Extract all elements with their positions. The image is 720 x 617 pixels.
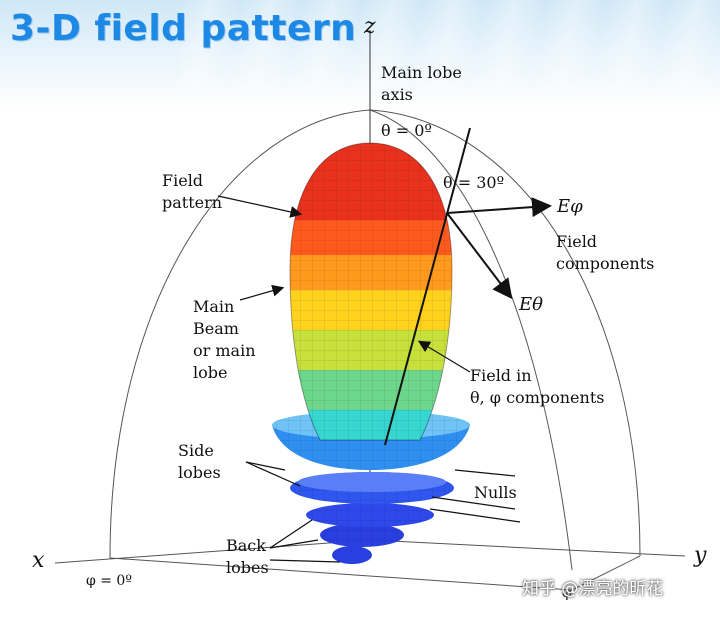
field-pattern-label: Field pattern: [162, 171, 223, 212]
y-axis-label: y: [694, 543, 707, 568]
page-title: 3-D field pattern: [10, 8, 357, 49]
main-beam-label: Main Beam or main lobe: [193, 297, 256, 382]
annotation-pointers: [217, 195, 521, 563]
nulls-label: Nulls: [474, 483, 517, 502]
watermark: 知乎 @漂亮的昕花: [522, 579, 664, 599]
back-lobes-shape: [306, 503, 434, 564]
nulls-lobe-shape: [290, 472, 454, 504]
phi-zero-label: φ = 0º: [86, 573, 132, 589]
theta-zero-label: θ = 0º: [381, 121, 432, 140]
theta-thirty-label: θ = 30º: [443, 173, 505, 192]
e-theta-label: Eθ: [519, 294, 543, 315]
reference-frame: [54, 30, 686, 591]
back-lobes-label: Back lobes: [226, 536, 269, 577]
main-lobe-shape: [290, 143, 452, 440]
x-axis-label: x: [32, 548, 45, 573]
field-vectors: [384, 127, 552, 446]
phi-y-label: φ: [562, 585, 572, 601]
main-lobe-axis-label: Main lobe axis: [381, 63, 462, 104]
field-in-components-label: Field in θ, φ components: [470, 366, 605, 407]
header-background: [0, 0, 720, 110]
e-phi-label: Eφ: [557, 196, 583, 217]
side-lobes-label: Side lobes: [178, 441, 221, 482]
field-components-label: Field components: [556, 232, 655, 273]
z-axis-label: z: [364, 14, 376, 39]
